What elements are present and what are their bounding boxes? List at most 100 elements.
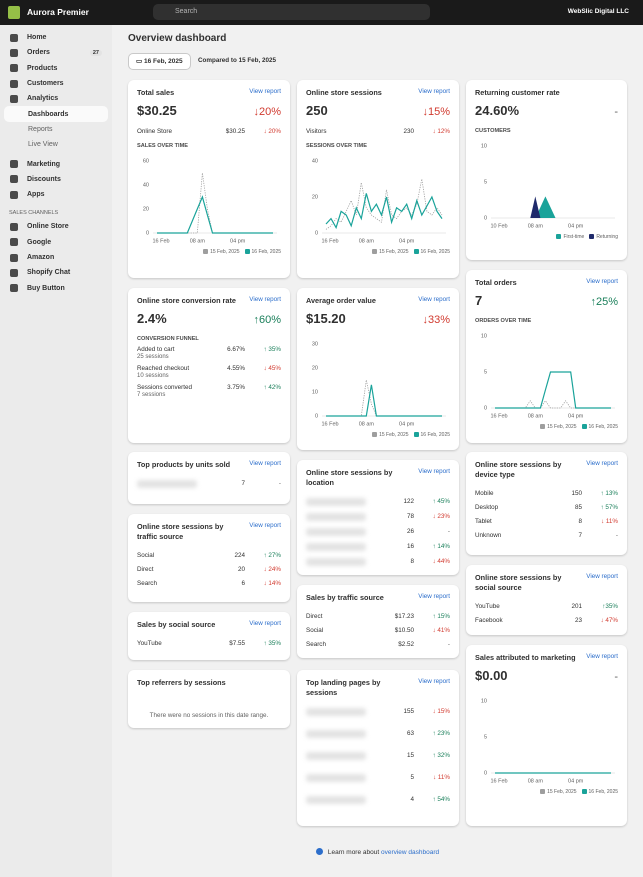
view-report[interactable]: View report <box>418 678 450 685</box>
funnel-sessions: 7 sessions <box>137 391 166 398</box>
search-placeholder: Search <box>175 8 198 15</box>
row: 8 ↓ 44% <box>306 557 450 566</box>
legend-swatch <box>540 423 546 429</box>
nav-item[interactable]: Reports <box>0 122 112 137</box>
legend-swatch <box>203 248 209 254</box>
card-title: Online store conversion rate <box>137 296 236 305</box>
nav-item[interactable]: Marketing <box>0 156 112 171</box>
blurred-label <box>306 773 366 782</box>
nav-item[interactable]: Buy Button <box>0 280 112 295</box>
nav-item[interactable]: Dashboards <box>4 106 108 122</box>
footer-link[interactable]: overview dashboard <box>380 849 440 856</box>
view-report[interactable]: View report <box>586 460 618 467</box>
view-report[interactable]: View report <box>586 653 618 660</box>
store-name[interactable]: Aurora Premier <box>27 7 89 17</box>
view-report[interactable]: View report <box>249 88 281 95</box>
row-value: 85 <box>574 503 582 511</box>
card-header: Returning customer rate <box>475 88 618 98</box>
legend-item: 15 Feb, 2025 <box>540 423 577 430</box>
nav-item[interactable]: Customers <box>0 76 112 91</box>
card: Sales by social source View report YouTube… <box>128 612 290 660</box>
view-report[interactable]: View report <box>418 468 450 475</box>
row-value: 78 <box>406 512 414 520</box>
nav-label: Online Store <box>27 223 69 231</box>
nav-item[interactable]: Apps <box>0 187 112 202</box>
row-label: Tablet <box>475 517 492 525</box>
view-report[interactable]: View report <box>249 296 281 303</box>
row-change: - <box>447 527 450 535</box>
view-report[interactable]: View report <box>586 573 618 580</box>
row-value: 6 <box>241 579 245 587</box>
row: Mobile 150 ↑ 13% <box>475 490 618 497</box>
nav-item[interactable]: Products <box>0 61 112 76</box>
nav-item[interactable]: Home <box>0 30 112 45</box>
row-change: ↓ 44% <box>432 557 450 565</box>
blurred-label <box>306 527 366 536</box>
nav-icon <box>10 33 18 42</box>
legend-item: First-time <box>556 233 584 240</box>
x-tick-label: 04 pm <box>399 421 415 427</box>
view-report[interactable]: View report <box>418 593 450 600</box>
row-change: - <box>447 640 450 648</box>
y-tick-label: 40 <box>143 182 149 188</box>
metric: $15.20 ↓33% <box>306 311 450 326</box>
y-tick-label: 20 <box>312 194 318 200</box>
card: Top landing pages by sessions View report… <box>297 670 459 826</box>
spacer <box>137 630 281 640</box>
funnel-row: Added to cart 25 sessions 6.67% ↑ 35% <box>137 346 281 360</box>
view-report[interactable]: View report <box>249 522 281 529</box>
nav-item[interactable]: Online Store <box>0 219 112 234</box>
row-value: 8 <box>410 557 414 565</box>
row-change: ↓ 11% <box>432 773 450 781</box>
row-label: Direct <box>137 565 154 573</box>
nav-item[interactable]: Shopify Chat <box>0 265 112 280</box>
nav-item[interactable]: Analytics <box>0 91 112 106</box>
row-change: ↓ 47% <box>600 616 618 624</box>
search-box[interactable]: Search <box>153 4 430 20</box>
nav-icon <box>10 268 18 277</box>
card: Top referrers by sessions There were no s… <box>128 670 290 728</box>
legend-item: 15 Feb, 2025 <box>540 788 577 795</box>
sidebar: Home Orders 27 Products Customers Analytics Da… <box>0 25 112 877</box>
legend-label: 16 Feb, 2025 <box>251 248 281 255</box>
x-tick-label: 08 am <box>528 778 544 784</box>
row: Direct $17.23 ↑ 15% <box>306 613 450 620</box>
funnel-sessions: 10 sessions <box>137 372 169 379</box>
row: YouTube $7.55 ↑ 35% <box>137 640 281 647</box>
y-tick-label: 10 <box>312 389 318 395</box>
row-change: ↑ 45% <box>432 497 450 505</box>
row: 122 ↑ 45% <box>306 497 450 506</box>
view-report[interactable]: View report <box>418 88 450 95</box>
nav-icon <box>10 94 18 103</box>
spacer <box>306 603 450 613</box>
nav-item[interactable]: Discounts <box>0 172 112 187</box>
view-report[interactable]: View report <box>249 460 281 467</box>
card: Total orders View report 7 ↑25% ORDERS OVER … <box>466 270 627 443</box>
row-label: Search <box>137 579 157 587</box>
nav-item[interactable]: Amazon <box>0 250 112 265</box>
nav-label: Home <box>27 34 47 42</box>
row: 78 ↓ 23% <box>306 512 450 521</box>
legend-swatch <box>244 248 250 254</box>
spacer <box>475 593 618 603</box>
row-value: 5 <box>410 773 414 781</box>
card-title: Online store sessions by traffic source <box>137 522 224 541</box>
nav-item[interactable]: Live View <box>0 137 112 152</box>
row-change: ↑ 32% <box>432 751 450 759</box>
subheading: SALES OVER TIME <box>137 142 188 149</box>
view-report[interactable]: View report <box>418 296 450 303</box>
date-picker[interactable]: ▭ 16 Feb, 2025 <box>128 53 191 70</box>
legend: 15 Feb, 2025 16 Feb, 2025 <box>137 248 281 255</box>
view-report[interactable]: View report <box>586 278 618 285</box>
row: Social 224 ↑ 27% <box>137 552 281 559</box>
nav-item[interactable]: Google <box>0 235 112 250</box>
y-tick-label: 0 <box>484 215 487 221</box>
nav-item[interactable]: Orders 27 <box>0 45 112 60</box>
row-label: YouTube <box>137 639 162 647</box>
view-report[interactable]: View report <box>249 620 281 627</box>
metric: 250 ↓15% <box>306 103 450 118</box>
legend-label: 15 Feb, 2025 <box>379 248 409 255</box>
row-label: Online Store <box>137 127 173 135</box>
y-tick-label: 0 <box>484 770 487 776</box>
row-change: ↓ 41% <box>432 626 450 634</box>
